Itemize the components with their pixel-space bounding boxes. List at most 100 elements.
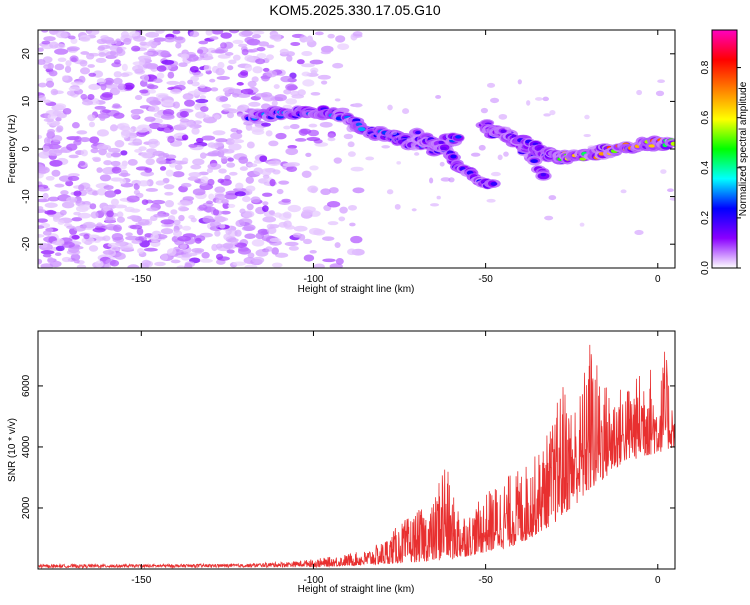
spectrogram-cell [329, 187, 339, 194]
spectrogram-cell [114, 139, 125, 148]
spectrogram-cell [240, 88, 254, 95]
spectrogram-cell [262, 216, 277, 223]
spectrogram-cell [40, 250, 55, 255]
spectrogram-cell [157, 94, 169, 99]
spectrogram-cell [199, 95, 206, 100]
spectrogram-cell [261, 122, 271, 127]
spectrogram-cell [309, 249, 317, 254]
spectrogram-cell [105, 50, 119, 59]
spectrogram-cell [238, 246, 250, 252]
spectrogram-cell [48, 70, 58, 77]
spectrogram-cell [660, 169, 667, 174]
snr-x-tick-label: -50 [478, 575, 493, 586]
spectrogram-cell [66, 46, 80, 52]
spectrogram-cell [327, 221, 339, 226]
spectrogram-cell [222, 87, 237, 94]
spectrogram-cell [207, 178, 215, 186]
spectrogram-cell [301, 209, 313, 216]
spectrogram-cell [38, 95, 46, 102]
spectrogram-cell [438, 140, 444, 145]
spectrogram-cell [271, 100, 278, 106]
spectrogram-cell [190, 217, 197, 223]
spectrogram-cell [102, 109, 111, 114]
spectrogram-cell [450, 154, 457, 159]
spectrogram-cell [283, 125, 291, 130]
spectrogram-cell [79, 34, 91, 43]
spectrogram-cell [273, 37, 282, 42]
spectrogram-cell [163, 127, 171, 133]
spectrogram-cell [503, 151, 509, 157]
spectrogram-cell [387, 104, 393, 111]
snr-panel: -150 -100 -50 0 2000 4000 6000 Height of strai… [7, 330, 676, 595]
spectrogram-cell [209, 221, 222, 228]
spectrogram-cell [350, 166, 364, 172]
spectrogram-cell [47, 196, 60, 202]
spectrogram-cell [429, 177, 434, 184]
spectrogram-cell [548, 195, 557, 201]
spectrogram-cell [210, 87, 219, 92]
spectrogram-cell [242, 195, 251, 203]
spectrogram-cell [232, 93, 240, 98]
spectrogram-cell [181, 182, 192, 188]
spectrogram-cell [215, 67, 225, 76]
spectrogram-cell [71, 235, 80, 240]
spectrogram-cell [145, 63, 159, 70]
spectrogram-cell [95, 260, 104, 268]
spectrogram-y-axis-label: Frequency (Hz) [7, 115, 18, 184]
spectrogram-cell [172, 171, 185, 178]
spectrogram-cell [43, 137, 51, 145]
spectrogram-cell [38, 198, 50, 203]
spectrogram-cell [262, 201, 269, 206]
spectrogram-cell [195, 98, 209, 104]
spectrogram-cell [655, 90, 665, 97]
spectrogram-cell [73, 190, 82, 197]
spectrogram-cell [317, 74, 331, 80]
spectrogram-cell [215, 138, 228, 143]
spectrogram-cell [124, 206, 135, 213]
spectrogram-cell [41, 30, 49, 33]
spectrogram-cell [285, 98, 298, 105]
spectrogram-cell [227, 203, 236, 208]
spectrogram-cell [60, 190, 69, 196]
spectrogram-cell [50, 88, 59, 96]
spectrogram-cell [54, 183, 65, 188]
colorbar-tick-label: 0.2 [700, 211, 711, 225]
spectrogram-cell [301, 71, 311, 77]
spectrogram-cell [147, 84, 159, 90]
spectrogram-cell [205, 152, 219, 157]
spectrogram-cell [579, 222, 585, 227]
spectrogram-cell [209, 78, 216, 83]
spectrogram-cell [386, 189, 394, 195]
spectrogram-cell [237, 43, 248, 48]
spectrogram-cell [208, 193, 215, 200]
spectrogram-cell [352, 31, 363, 37]
spectrogram-cell [209, 36, 219, 40]
spectrogram-cell [145, 188, 159, 192]
spectrogram-cell [266, 44, 275, 49]
spectrogram-cell [195, 111, 207, 119]
spectrogram-cell [57, 219, 65, 225]
spectrogram-cell [172, 101, 181, 109]
spectrogram-cell [119, 178, 127, 185]
spectrogram-cell [262, 67, 270, 72]
spectrogram-cell [549, 109, 556, 116]
spectrogram-cell [170, 259, 181, 264]
spectrogram-cell [61, 241, 75, 248]
spectrogram-cell [114, 38, 122, 46]
spectrogram-cell [88, 72, 97, 77]
spectrogram-cell [90, 211, 99, 219]
spectrogram-cell [221, 103, 232, 109]
spectrogram-cell [490, 97, 500, 104]
spectrogram-cell [193, 72, 204, 78]
spectrogram-cell [180, 53, 190, 60]
spectrogram-cell [43, 64, 52, 70]
spectrogram-cell [288, 245, 299, 251]
spectrogram-cell [114, 252, 126, 260]
spectrogram-cell [470, 152, 481, 157]
spectrogram-cell [289, 124, 300, 130]
spectrogram-cell [220, 42, 227, 49]
spectrogram-cell [89, 203, 97, 210]
spectrogram-cell [71, 122, 80, 129]
spectrogram-cell [64, 65, 72, 74]
